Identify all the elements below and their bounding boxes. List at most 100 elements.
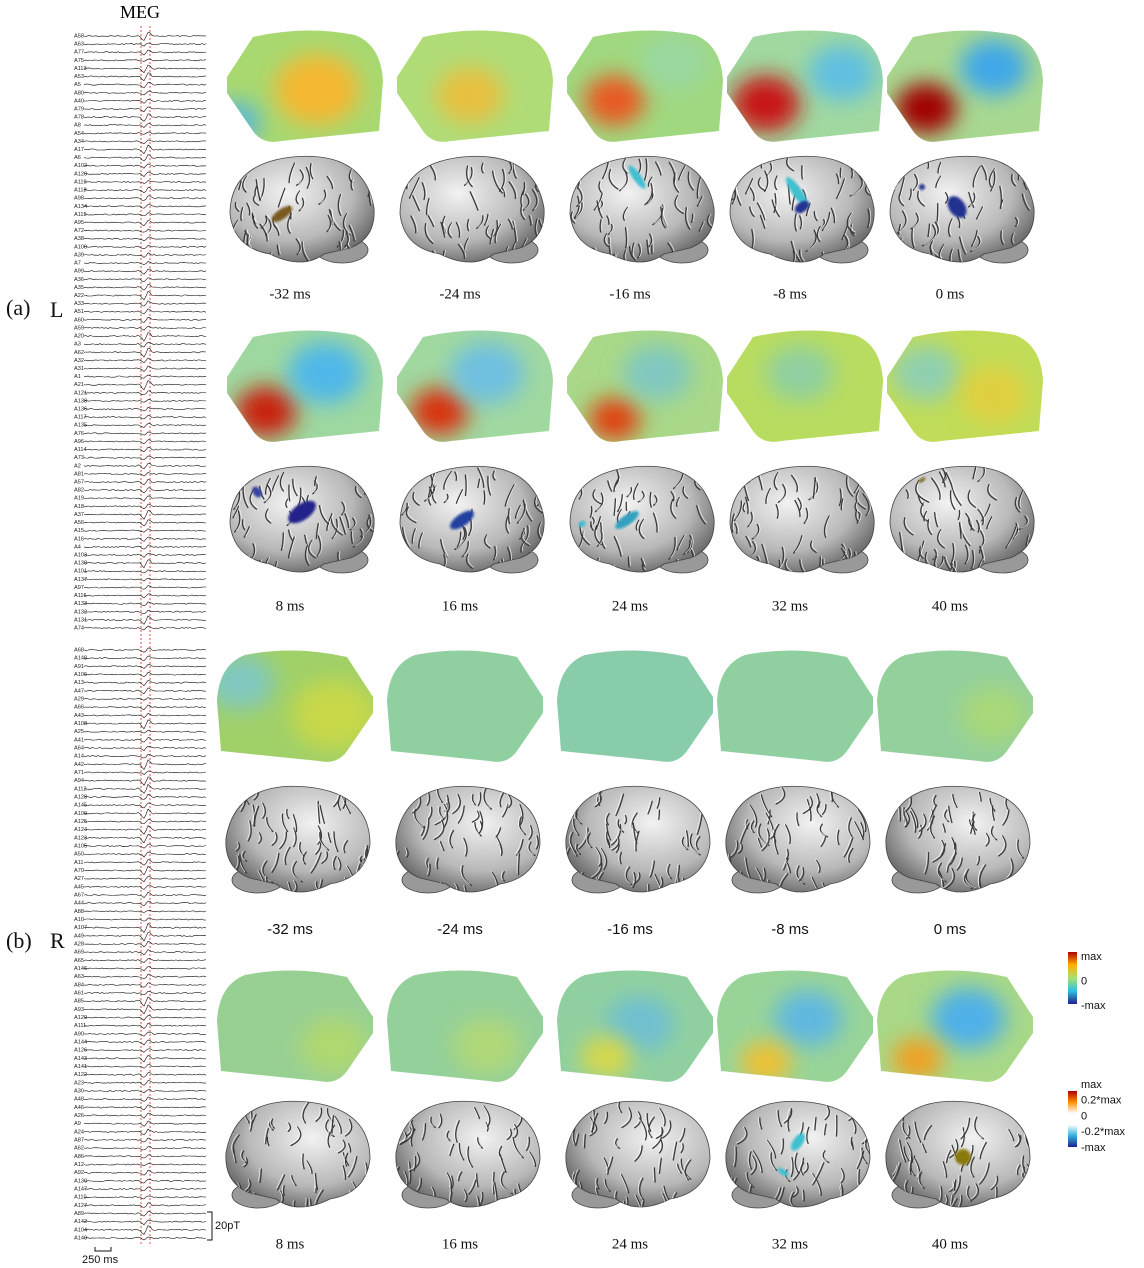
channel-label: A75: [74, 58, 84, 64]
time-label: 16 ms: [442, 598, 478, 614]
channel-label: A50: [74, 852, 84, 858]
field-blob: [895, 83, 956, 133]
colorbar-label: -0.2*max: [1081, 1126, 1126, 1138]
channel-label: A4: [74, 544, 81, 550]
channel-label: A42: [74, 762, 84, 768]
gyrus-highlight: [863, 873, 864, 891]
field-map: [227, 330, 383, 441]
channel-label: A118: [74, 188, 87, 194]
gyrus-highlight: [531, 1189, 535, 1200]
time-label: -8 ms: [773, 286, 807, 302]
gyrus-highlight: [535, 1178, 539, 1197]
sulcus: [729, 873, 730, 883]
sulcus: [895, 161, 901, 175]
channel-label: A117: [74, 415, 87, 421]
channel-label: A97: [74, 585, 84, 591]
gyrus-highlight: [733, 563, 735, 573]
meg-trace: [84, 918, 206, 921]
gyrus-highlight: [1033, 162, 1041, 179]
time-label: -16 ms: [607, 921, 653, 938]
sulcus: [586, 558, 588, 566]
field-blob: [210, 102, 261, 144]
channel-label: A25: [74, 729, 84, 735]
channel-label: A112: [74, 786, 87, 792]
colorbar-label: max: [1081, 951, 1102, 963]
meg-trace: [84, 959, 206, 963]
meg-trace: [84, 738, 206, 743]
meg-trace: [84, 1081, 206, 1086]
meg-trace: [84, 866, 206, 875]
channel-label: A31: [74, 366, 84, 372]
channel-label: A29: [74, 696, 84, 702]
channel-label: A57: [74, 480, 84, 486]
channel-label: A104: [74, 1227, 87, 1233]
meg-trace: [84, 440, 206, 444]
meg-trace: [84, 950, 206, 955]
time-label: -16 ms: [609, 286, 650, 302]
channel-label: A44: [74, 901, 84, 907]
channel-label: A69: [74, 950, 84, 956]
sulcus: [365, 163, 371, 176]
channel-label: A16: [74, 536, 84, 542]
meg-trace: [84, 844, 206, 848]
meg-trace: [84, 1023, 206, 1029]
sulcus: [253, 257, 256, 272]
sulcus: [823, 883, 832, 903]
sulcus: [870, 487, 874, 499]
meg-trace: [84, 983, 206, 988]
sulcus: [865, 874, 866, 892]
meg-trace: [84, 794, 206, 799]
gyrus-highlight: [728, 872, 729, 882]
field-map: [567, 30, 723, 141]
meg-trace: [84, 496, 206, 501]
channel-label: A9: [74, 1121, 81, 1127]
gyrus-highlight: [766, 564, 772, 580]
gyrus-highlight: [232, 174, 235, 183]
field-map: [717, 970, 873, 1083]
channel-label: A19: [74, 496, 84, 502]
meg-trace: [84, 1220, 206, 1225]
field-blob: [623, 345, 691, 401]
sulcus: [654, 1168, 655, 1182]
meg-trace: [84, 82, 206, 88]
channel-label: A90: [74, 1031, 84, 1037]
meg-trace: [84, 326, 206, 330]
meg-trace: [84, 463, 206, 468]
channel-label: A23: [74, 1080, 84, 1086]
sulcus: [926, 255, 928, 265]
field-map: [877, 650, 1033, 761]
sulcus: [735, 240, 738, 253]
channel-label: A74: [74, 625, 84, 631]
field-blobs: [766, 345, 834, 401]
meg-trace: [84, 746, 206, 750]
channel-label: A105: [74, 843, 87, 849]
sulcus: [246, 556, 248, 566]
sulcus: [465, 475, 466, 496]
channel-label: A53: [74, 74, 84, 80]
colorbar-label: 0: [1081, 1110, 1087, 1122]
field-map: [557, 650, 713, 761]
hemisphere-label: R: [50, 928, 65, 953]
sulcus: [350, 1191, 358, 1211]
field-map: [397, 30, 553, 141]
field-map: [387, 650, 543, 761]
gyrus-highlight: [530, 790, 533, 803]
channel-label: A99: [74, 269, 84, 275]
field-blob: [775, 991, 843, 1047]
gyrus-highlight: [537, 165, 546, 186]
meg-trace: [84, 1089, 206, 1093]
field-blob: [411, 388, 469, 436]
meg-trace: [84, 59, 206, 62]
gyrus-highlight: [370, 182, 373, 195]
gyrus-highlight: [531, 881, 538, 902]
sulcus: [396, 1115, 403, 1134]
sulcus: [732, 240, 738, 260]
gyrus-highlight: [231, 1104, 233, 1119]
meg-trace: [84, 309, 206, 314]
meg-trace: [84, 43, 206, 46]
gyrus-highlight: [701, 1192, 703, 1207]
channel-label: A65: [74, 958, 84, 964]
sulcus: [865, 469, 867, 480]
meg-trace: [84, 1196, 206, 1199]
channel-label: A92: [74, 1170, 84, 1176]
